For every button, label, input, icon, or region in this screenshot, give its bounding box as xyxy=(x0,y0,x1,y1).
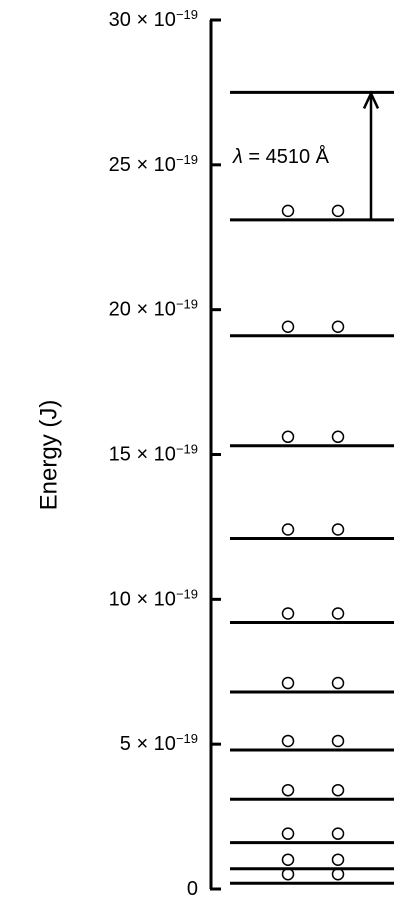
y-tick-label: 0 xyxy=(187,878,198,900)
y-tick-label-main: 15 × 10 xyxy=(109,444,176,466)
wavelength-value: = 4510 Å xyxy=(243,145,330,168)
y-tick-label-exponent: −19 xyxy=(176,7,198,22)
electron-marker xyxy=(331,607,345,620)
y-tick-label: 5 × 10−19 xyxy=(120,731,198,756)
energy-levels xyxy=(230,90,394,885)
electron-marker xyxy=(281,853,295,866)
y-tick-label: 25 × 10−19 xyxy=(109,151,198,176)
wavelength-symbol: λ xyxy=(232,146,243,168)
electron-marker xyxy=(331,320,345,333)
electron-marker xyxy=(281,676,295,690)
y-tick-label-main: 0 xyxy=(187,878,198,900)
y-tick-label-exponent: −19 xyxy=(176,731,198,746)
y-tick-label-main: 30 × 10 xyxy=(109,9,176,31)
electron-marker xyxy=(331,867,345,881)
electron-marker xyxy=(331,783,345,797)
electron-marker xyxy=(281,430,295,444)
y-tick-label-exponent: −19 xyxy=(176,151,198,166)
electron-marker xyxy=(281,867,295,881)
y-tick-label-main: 20 × 10 xyxy=(109,299,176,321)
electron-marker xyxy=(331,853,345,866)
y-tick-label-exponent: −19 xyxy=(176,441,198,456)
y-tick-label-main: 10 × 10 xyxy=(109,588,176,610)
y-tick-label: 20 × 10−19 xyxy=(109,296,198,321)
electron-marker xyxy=(281,204,295,218)
electron-marker xyxy=(281,734,295,748)
y-tick-label-main: 5 × 10 xyxy=(120,733,176,755)
electron-marker xyxy=(281,320,295,333)
electron-marker xyxy=(331,430,345,444)
y-axis-label: Energy (J) xyxy=(35,400,62,511)
electron-marker xyxy=(281,607,295,620)
electron-marker xyxy=(331,204,345,218)
electron-marker xyxy=(281,783,295,797)
electron-marker xyxy=(281,523,295,536)
electron-marker xyxy=(331,827,345,840)
electron-marker xyxy=(281,827,295,840)
y-tick-label: 30 × 10−19 xyxy=(109,7,198,32)
transition-arrow-head xyxy=(362,90,380,109)
y-tick-label-main: 25 × 10 xyxy=(109,154,176,176)
electron-marker xyxy=(331,734,345,748)
transition: λ = 4510 Å xyxy=(232,90,380,220)
electron-marker xyxy=(331,523,345,536)
electrons xyxy=(281,204,345,881)
y-tick-label: 15 × 10−19 xyxy=(109,441,198,466)
y-tick-label: 10 × 10−19 xyxy=(109,586,198,611)
y-tick-label-exponent: −19 xyxy=(176,586,198,601)
wavelength-label: λ = 4510 Å xyxy=(232,145,330,168)
y-tick-label-exponent: −19 xyxy=(176,296,198,311)
electron-marker xyxy=(331,676,345,690)
